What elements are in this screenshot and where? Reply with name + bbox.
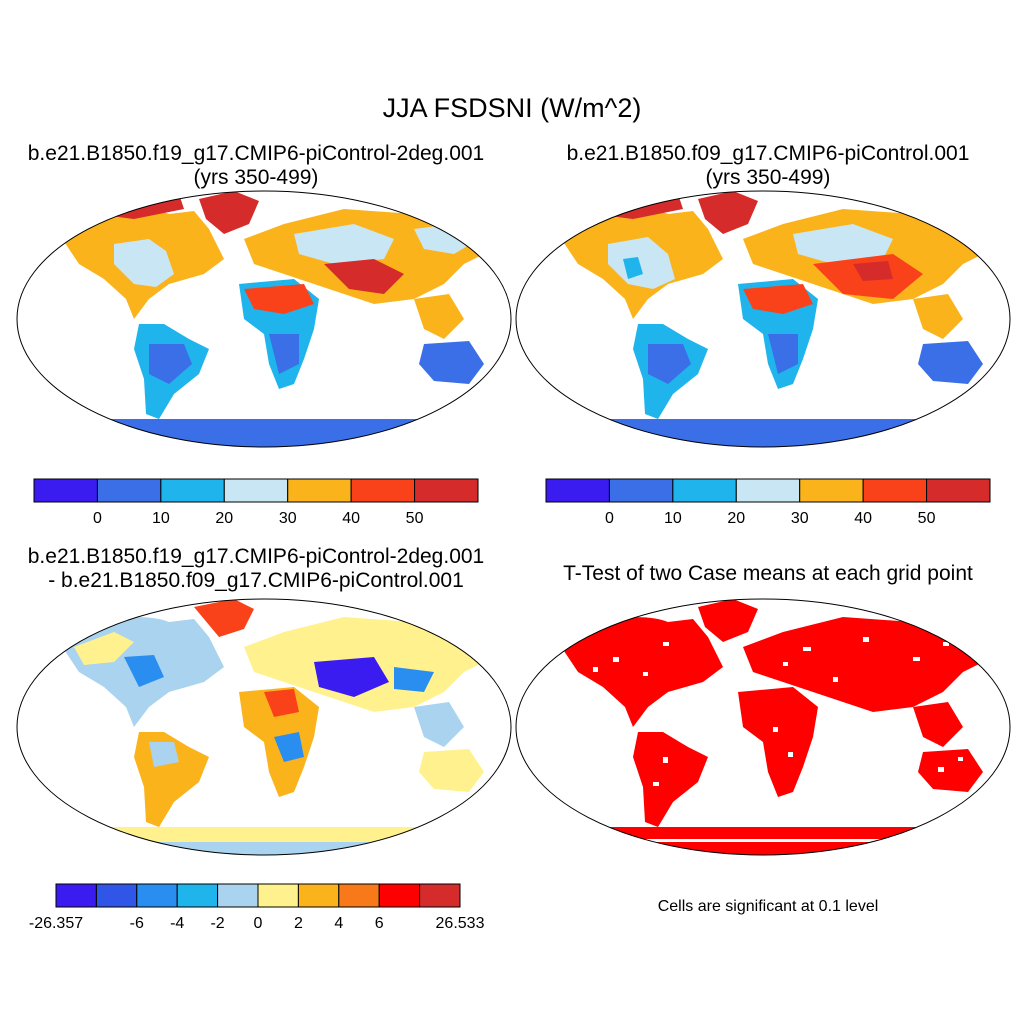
colorbar-2: 0 10 20 30 40 50	[545, 478, 991, 527]
colorbar-3-tick-label: 6	[375, 915, 384, 932]
colorbar-2-tick-label: 50	[918, 510, 936, 527]
panel-1-title: b.e21.B1850.f19_g17.CMIP6-piControl-2deg…	[0, 142, 512, 190]
colorbar-1-swatch	[350, 478, 416, 503]
colorbar-1-tick-label: 40	[342, 510, 360, 527]
panel-2-title-line2: (yrs 350-499)	[705, 166, 831, 189]
figure-title: JJA FSDSNI (W/m^2)	[382, 93, 642, 123]
colorbar-3-tick-label: -6	[130, 915, 144, 932]
colorbar-3-swatch	[176, 883, 219, 908]
australia-land	[419, 341, 484, 384]
panel-4-title: T-Test of two Case means at each grid po…	[512, 562, 1024, 586]
colorbar-1-swatch	[160, 478, 225, 503]
panel-1-title-line1: b.e21.B1850.f19_g17.CMIP6-piControl-2deg…	[27, 142, 485, 165]
colorbar-3-tick-label: -4	[170, 915, 184, 932]
colorbar-3-tick-label: 0	[254, 915, 263, 932]
colorbar-1-tick-label: 0	[93, 510, 102, 527]
colorbar-2-swatch	[862, 478, 928, 503]
colorbar-2-tick-label: 40	[854, 510, 872, 527]
colorbar-3-swatch	[217, 883, 259, 908]
colorbar-3-swatch	[136, 883, 178, 908]
colorbar-3-swatch	[257, 883, 299, 908]
colorbar-2-swatch	[735, 478, 801, 503]
colorbar-2-swatch	[672, 478, 737, 503]
colorbar-1-swatch	[287, 478, 352, 503]
panel-3-title-line2: - b.e21.B1850.f09_g17.CMIP6-piControl.00…	[48, 569, 464, 592]
colorbar-3-tick-label: 26.533	[436, 915, 485, 932]
panel-2-title-line1: b.e21.B1850.f09_g17.CMIP6-piControl.001	[566, 142, 970, 165]
colorbar-1-swatch	[33, 478, 98, 503]
colorbar-2-swatch	[926, 478, 991, 503]
panel-2-title: b.e21.B1850.f09_g17.CMIP6-piControl.001 …	[512, 142, 1024, 190]
colorbar-1-tick-label: 20	[215, 510, 233, 527]
colorbar-1-tick-label: 10	[152, 510, 170, 527]
antarctica-land	[17, 419, 511, 447]
colorbar-3-swatch	[297, 883, 340, 908]
map-panel-2	[515, 190, 1011, 448]
colorbar-2-tick-label: 10	[664, 510, 682, 527]
colorbar-2-tick-label: 0	[605, 510, 614, 527]
panel-1-title-line2: (yrs 350-499)	[193, 166, 319, 189]
colorbar-3: -26.357 -6 -4 -2 0 2 4 6 26.533	[29, 883, 485, 932]
colorbar-1-swatch	[223, 478, 289, 503]
colorbar-3-tick-label: -2	[210, 915, 224, 932]
map-panel-1	[16, 190, 512, 448]
colorbar-1: 0 10 20 30 40 50	[33, 478, 479, 527]
colorbar-3-tick-label: 4	[334, 915, 343, 932]
colorbar-2-swatch	[545, 478, 610, 503]
colorbar-2-tick-label: 30	[791, 510, 809, 527]
significance-note: Cells are significant at 0.1 level	[657, 898, 879, 915]
colorbar-3-swatch	[95, 883, 138, 908]
colorbar-3-tick-label: -26.357	[29, 915, 83, 932]
colorbar-3-swatch	[338, 883, 380, 908]
colorbar-3-swatch	[419, 883, 461, 908]
colorbar-1-swatch	[414, 478, 479, 503]
colorbar-3-tick-label: 2	[294, 915, 303, 932]
colorbar-2-tick-label: 20	[727, 510, 745, 527]
colorbar-1-tick-label: 30	[279, 510, 297, 527]
panel-3-title-line1: b.e21.B1850.f19_g17.CMIP6-piControl-2deg…	[27, 545, 485, 568]
map-panel-4	[515, 598, 1011, 856]
panel-3-title: b.e21.B1850.f19_g17.CMIP6-piControl-2deg…	[0, 545, 512, 593]
colorbar-1-tick-label: 50	[406, 510, 424, 527]
map-panel-3	[16, 598, 512, 856]
colorbar-1-swatch	[96, 478, 162, 503]
colorbar-2-swatch	[608, 478, 674, 503]
colorbar-3-swatch	[378, 883, 421, 908]
colorbar-3-swatch	[55, 883, 97, 908]
colorbar-2-swatch	[799, 478, 864, 503]
panel-4-title-line1: T-Test of two Case means at each grid po…	[563, 562, 973, 585]
